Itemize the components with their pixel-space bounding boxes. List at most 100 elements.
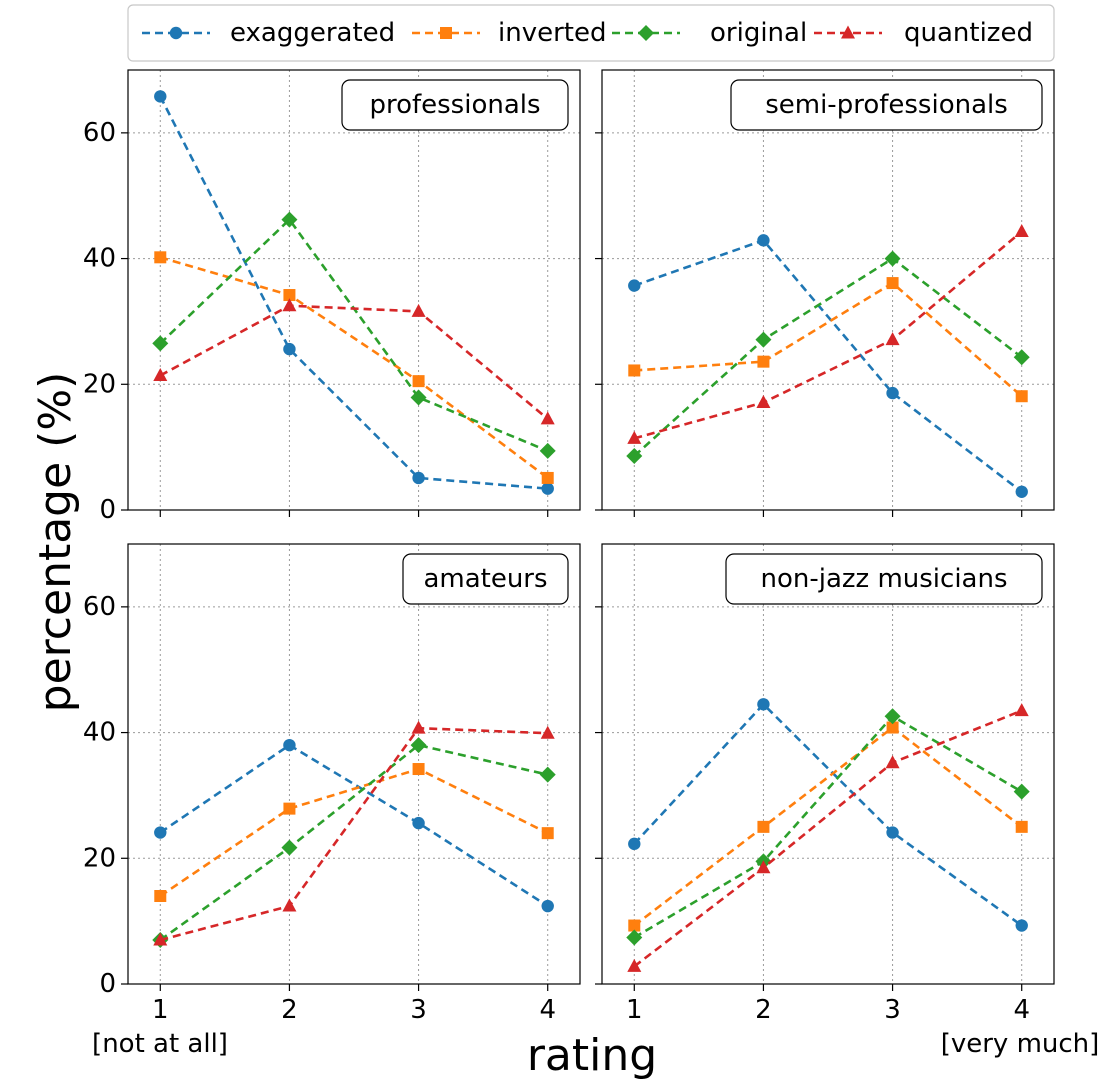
- series-line-original: [633, 714, 1023, 939]
- legend-item-exaggerated: exaggerated: [142, 18, 395, 48]
- panel-title: semi-professionals: [765, 90, 1008, 120]
- data-point-quantized: [756, 395, 771, 409]
- data-point-original: [281, 839, 298, 856]
- data-point-quantized: [153, 367, 168, 381]
- data-point-original: [410, 737, 427, 754]
- legend-marker-quantized: [841, 25, 855, 39]
- legend-marker-inverted: [440, 27, 452, 39]
- data-point-original: [281, 211, 298, 228]
- data-point-quantized: [756, 860, 771, 874]
- data-point-original: [152, 335, 169, 352]
- series-line-exaggerated: [633, 702, 1023, 927]
- panel-professionals: 0 20 40 60 professionals: [83, 69, 581, 525]
- data-point-original: [884, 250, 901, 267]
- data-point-exaggerated: [154, 826, 167, 839]
- data-point-exaggerated: [1015, 485, 1028, 498]
- legend-label-exaggerated: exaggerated: [230, 18, 395, 48]
- y-tick-label: 40: [83, 718, 116, 748]
- data-point-inverted: [412, 763, 425, 776]
- data-point-exaggerated: [412, 816, 425, 830]
- data-point-original: [755, 331, 772, 348]
- data-point-quantized: [153, 932, 168, 946]
- panel-title-box: [341, 79, 569, 131]
- data-point-quantized: [627, 958, 642, 972]
- data-point-quantized: [540, 725, 555, 739]
- y-tick-label: 20: [83, 843, 116, 873]
- data-point-inverted: [1015, 390, 1028, 403]
- data-point-exaggerated: [886, 826, 899, 839]
- x-note-right: [very much]: [941, 1029, 1100, 1059]
- y-tick-label: 60: [83, 118, 116, 148]
- x-tick-label: 2: [755, 995, 772, 1025]
- legend-item-quantized: quantized: [814, 18, 1033, 48]
- panel-amateurs: 0 20 40 60 1 2 3 4 amateurs: [83, 543, 581, 1025]
- x-tick-label: 1: [626, 995, 643, 1025]
- y-tick-label: 0: [99, 495, 116, 525]
- series-line-inverted: [159, 256, 549, 479]
- panel-title-box: [402, 553, 569, 605]
- y-axis-label: percentage (%): [30, 372, 81, 713]
- data-point-exaggerated: [628, 279, 641, 292]
- data-point-inverted: [886, 721, 899, 734]
- series-line-exaggerated: [633, 238, 1023, 493]
- data-point-exaggerated: [283, 342, 296, 356]
- data-point-inverted: [757, 820, 770, 833]
- panel-title-box: [730, 79, 1043, 131]
- series-line-quantized: [633, 230, 1023, 440]
- data-point-original: [1013, 349, 1030, 366]
- y-tick-label: 60: [83, 592, 116, 622]
- series-line-quantized: [633, 709, 1023, 968]
- y-tick-label: 40: [83, 244, 116, 274]
- data-point-exaggerated: [541, 482, 554, 495]
- data-point-exaggerated: [757, 234, 770, 247]
- series-line-inverted: [159, 767, 549, 898]
- panel-non-jazz-musicians: 1 2 3 4 non-jazz musicians: [595, 543, 1055, 1025]
- data-point-quantized: [627, 430, 642, 444]
- y-tick-label: 20: [83, 369, 116, 399]
- data-point-inverted: [541, 827, 554, 840]
- series-line-inverted: [634, 281, 1023, 398]
- data-point-exaggerated: [886, 386, 899, 400]
- data-point-original: [626, 447, 643, 464]
- x-tick-label: 4: [539, 995, 556, 1025]
- data-point-inverted: [757, 355, 770, 368]
- legend-item-inverted: inverted: [412, 18, 606, 48]
- data-point-inverted: [628, 364, 641, 377]
- data-point-original: [539, 766, 556, 783]
- data-point-inverted: [1015, 820, 1028, 833]
- data-point-exaggerated: [412, 471, 425, 485]
- x-note-left: [not at all]: [92, 1029, 228, 1059]
- x-tick-label: 3: [410, 995, 427, 1025]
- data-point-quantized: [411, 720, 426, 734]
- legend-label-quantized: quantized: [904, 18, 1033, 48]
- plot-frame: [127, 69, 581, 511]
- plot-frame: [601, 543, 1055, 985]
- data-point-exaggerated: [628, 837, 641, 851]
- legend-label-original: original: [710, 18, 807, 48]
- data-point-exaggerated: [541, 899, 554, 913]
- data-point-inverted: [154, 890, 167, 902]
- series-line-quantized: [159, 304, 549, 420]
- data-point-quantized: [1014, 224, 1029, 238]
- legend-marker-exaggerated: [169, 26, 183, 40]
- x-tick-label: 3: [884, 995, 901, 1025]
- data-point-quantized: [1014, 703, 1029, 717]
- series-line-original: [159, 217, 549, 453]
- panel-title-box: [725, 553, 1043, 605]
- data-point-quantized: [282, 298, 297, 312]
- data-point-original: [539, 442, 556, 459]
- data-point-exaggerated: [757, 698, 770, 711]
- series-line-original: [159, 743, 549, 942]
- x-axis-label: rating: [527, 1030, 657, 1081]
- x-tick-label: 2: [281, 995, 298, 1025]
- legend-box: [127, 4, 1055, 62]
- data-point-inverted: [412, 375, 425, 388]
- data-point-original: [884, 708, 901, 725]
- x-tick-label: 1: [152, 995, 169, 1025]
- data-point-inverted: [541, 471, 554, 484]
- panel-title: professionals: [369, 90, 540, 120]
- data-point-quantized: [282, 898, 297, 912]
- data-point-original: [1013, 783, 1030, 800]
- series-line-quantized: [159, 726, 548, 942]
- legend-item-original: original: [612, 18, 807, 48]
